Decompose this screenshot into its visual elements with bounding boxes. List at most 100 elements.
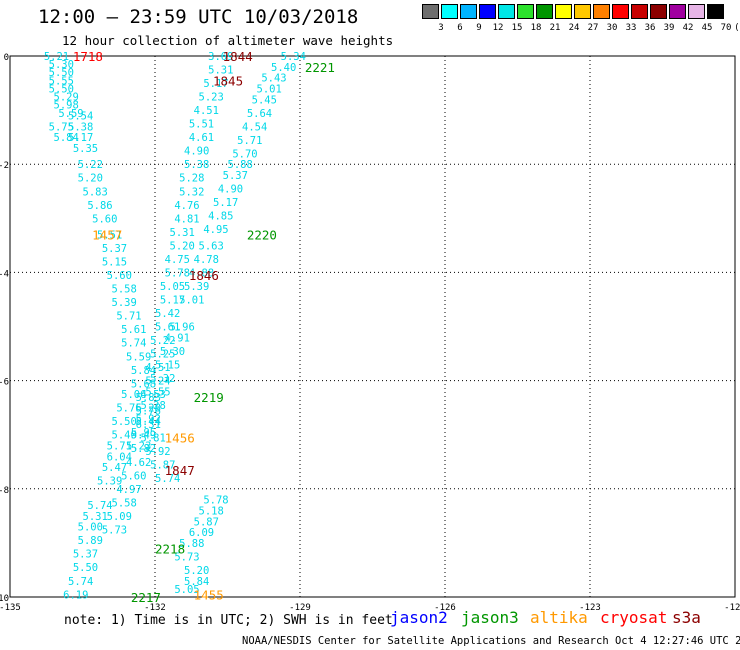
pass-time-label: 2220 xyxy=(247,228,277,243)
wave-height-value: 5.32 xyxy=(150,373,175,385)
wave-height-value: 5.82 xyxy=(131,443,156,455)
colorbar-swatch xyxy=(631,4,648,19)
wave-height-value: 5.61 xyxy=(121,324,146,336)
wave-height-value: 5.39 xyxy=(112,297,137,309)
wave-height-value: 4.62 xyxy=(126,457,151,469)
wave-height-value: 5.37 xyxy=(102,243,127,255)
wave-height-value: 5.34 xyxy=(281,51,306,63)
wave-height-value: 5.17 xyxy=(160,294,185,306)
wave-height-value: 5.17 xyxy=(203,78,228,90)
wave-height-value: 5.74 xyxy=(87,500,112,512)
colorbar-label: 21 xyxy=(549,23,561,33)
source-footer: NOAA/NESDIS Center for Satellite Applica… xyxy=(242,635,740,647)
wave-height-value: 4.78 xyxy=(194,254,219,266)
wave-height-value: 5.63 xyxy=(199,240,224,252)
wave-height-value: 5.18 xyxy=(199,505,224,517)
wave-height-value: 5.31 xyxy=(208,65,233,77)
wave-height-value: 5.76 xyxy=(136,405,161,417)
wave-height-value: 5.81 xyxy=(141,432,166,444)
colorbar-label: 18 xyxy=(530,23,542,33)
wave-height-value: 5.37 xyxy=(223,170,248,182)
wave-height-value: 5.01 xyxy=(257,83,282,95)
wave-height-value: 5.50 xyxy=(49,67,74,79)
pass-time-label: 1847 xyxy=(165,463,195,478)
wave-height-value: 5.37 xyxy=(73,549,98,561)
wave-height-value: 4.51 xyxy=(145,362,170,374)
wave-height-value: 4.75 xyxy=(165,254,190,266)
colorbar-swatch xyxy=(593,4,610,19)
colorbar-swatch xyxy=(669,4,686,19)
wave-height-value: 5.39 xyxy=(184,281,209,293)
wave-height-value: 5.22 xyxy=(150,335,175,347)
colorbar-swatch xyxy=(460,4,477,19)
x-tick-label: -129 xyxy=(289,603,311,613)
legend-jason3: jason3 xyxy=(461,608,519,627)
wave-height-value: 5.06 xyxy=(121,389,146,401)
legend-s3a: s3a xyxy=(672,608,701,627)
colorbar-label: (ft) xyxy=(734,23,740,33)
wave-height-value: 5.00 xyxy=(78,522,103,534)
wave-height-value: 5.51 xyxy=(189,119,214,131)
page-title: 12:00 – 23:59 UTC 10/03/2018 xyxy=(38,6,359,28)
wave-height-value: 5.58 xyxy=(112,284,137,296)
pass-time-label: 1846 xyxy=(189,268,219,283)
colorbar-label: 27 xyxy=(587,23,599,33)
wave-height-value: 5.54 xyxy=(68,111,93,123)
wave-height-value: 4.90 xyxy=(184,146,209,158)
legend-cryosat: cryosat xyxy=(600,608,668,627)
wave-height-value: 5.23 xyxy=(126,441,151,453)
wave-height-value: 5.24 xyxy=(145,376,170,388)
wave-height-value: 5.64 xyxy=(247,108,272,120)
wave-height-value: 5.49 xyxy=(131,430,156,442)
colorbar-swatch xyxy=(422,4,439,19)
wave-height-value: 5.83 xyxy=(136,392,161,404)
wave-height-value: 5.01 xyxy=(179,294,204,306)
x-tick-label: -126 xyxy=(434,603,456,613)
y-tick-label: -4 xyxy=(0,269,9,279)
pass-time-label: 1844 xyxy=(223,49,253,64)
colorbar-swatch xyxy=(441,4,458,19)
pass-time-label: 1457 xyxy=(92,228,122,243)
wave-height-value: 5.38 xyxy=(184,159,209,171)
wave-height-value: 5.23 xyxy=(199,92,224,104)
colorbar-swatch xyxy=(498,4,515,19)
wave-height-value: 5.74 xyxy=(121,338,146,350)
colorbar-label: 15 xyxy=(511,23,523,33)
page-subtitle: 12 hour collection of altimeter wave hei… xyxy=(62,33,394,48)
pass-time-label: 1455 xyxy=(194,587,224,602)
y-tick-label: 0 xyxy=(4,53,9,63)
legend-altika: altika xyxy=(530,608,588,627)
wave-height-value: 5.58 xyxy=(112,497,137,509)
wave-height-value: 4.85 xyxy=(208,211,233,223)
wave-height-value: 5.28 xyxy=(141,400,166,412)
wave-height-value: 5.50 xyxy=(49,83,74,95)
wave-height-value: 4.54 xyxy=(242,121,267,133)
wave-height-value: 5.78 xyxy=(165,267,190,279)
map-frame xyxy=(9,55,736,598)
wave-height-value: 5.92 xyxy=(145,446,170,458)
x-tick-label: -120 xyxy=(724,603,740,613)
colorbar-label: 36 xyxy=(644,23,656,33)
wave-height-value: 5.73 xyxy=(102,524,127,536)
wave-height-value: 5.50 xyxy=(112,416,137,428)
colorbar-label: 42 xyxy=(682,23,694,33)
wave-height-value: 5.05 xyxy=(160,281,185,293)
y-tick-label: -8 xyxy=(0,486,9,496)
wave-height-value: 5.84 xyxy=(131,365,156,377)
wave-height-value: 5.05 xyxy=(174,584,199,596)
wave-height-value: 5.50 xyxy=(73,562,98,574)
wave-height-value: 5.83 xyxy=(83,186,108,198)
wave-height-value: 5.59 xyxy=(126,351,151,363)
colorbar-label: 45 xyxy=(701,23,713,33)
wave-height-value: 5.86 xyxy=(87,200,112,212)
pass-time-label: 2218 xyxy=(155,541,185,556)
colorbar-label: 24 xyxy=(568,23,580,33)
colorbar-label: 33 xyxy=(625,23,637,33)
wave-height-value: 4.53 xyxy=(141,389,166,401)
y-tick-label: -10 xyxy=(0,594,9,604)
wave-height-value: 5.40 xyxy=(271,62,296,74)
colorbar-swatch xyxy=(536,4,553,19)
colorbar-swatch xyxy=(479,4,496,19)
wave-height-value: 5.43 xyxy=(261,73,286,85)
